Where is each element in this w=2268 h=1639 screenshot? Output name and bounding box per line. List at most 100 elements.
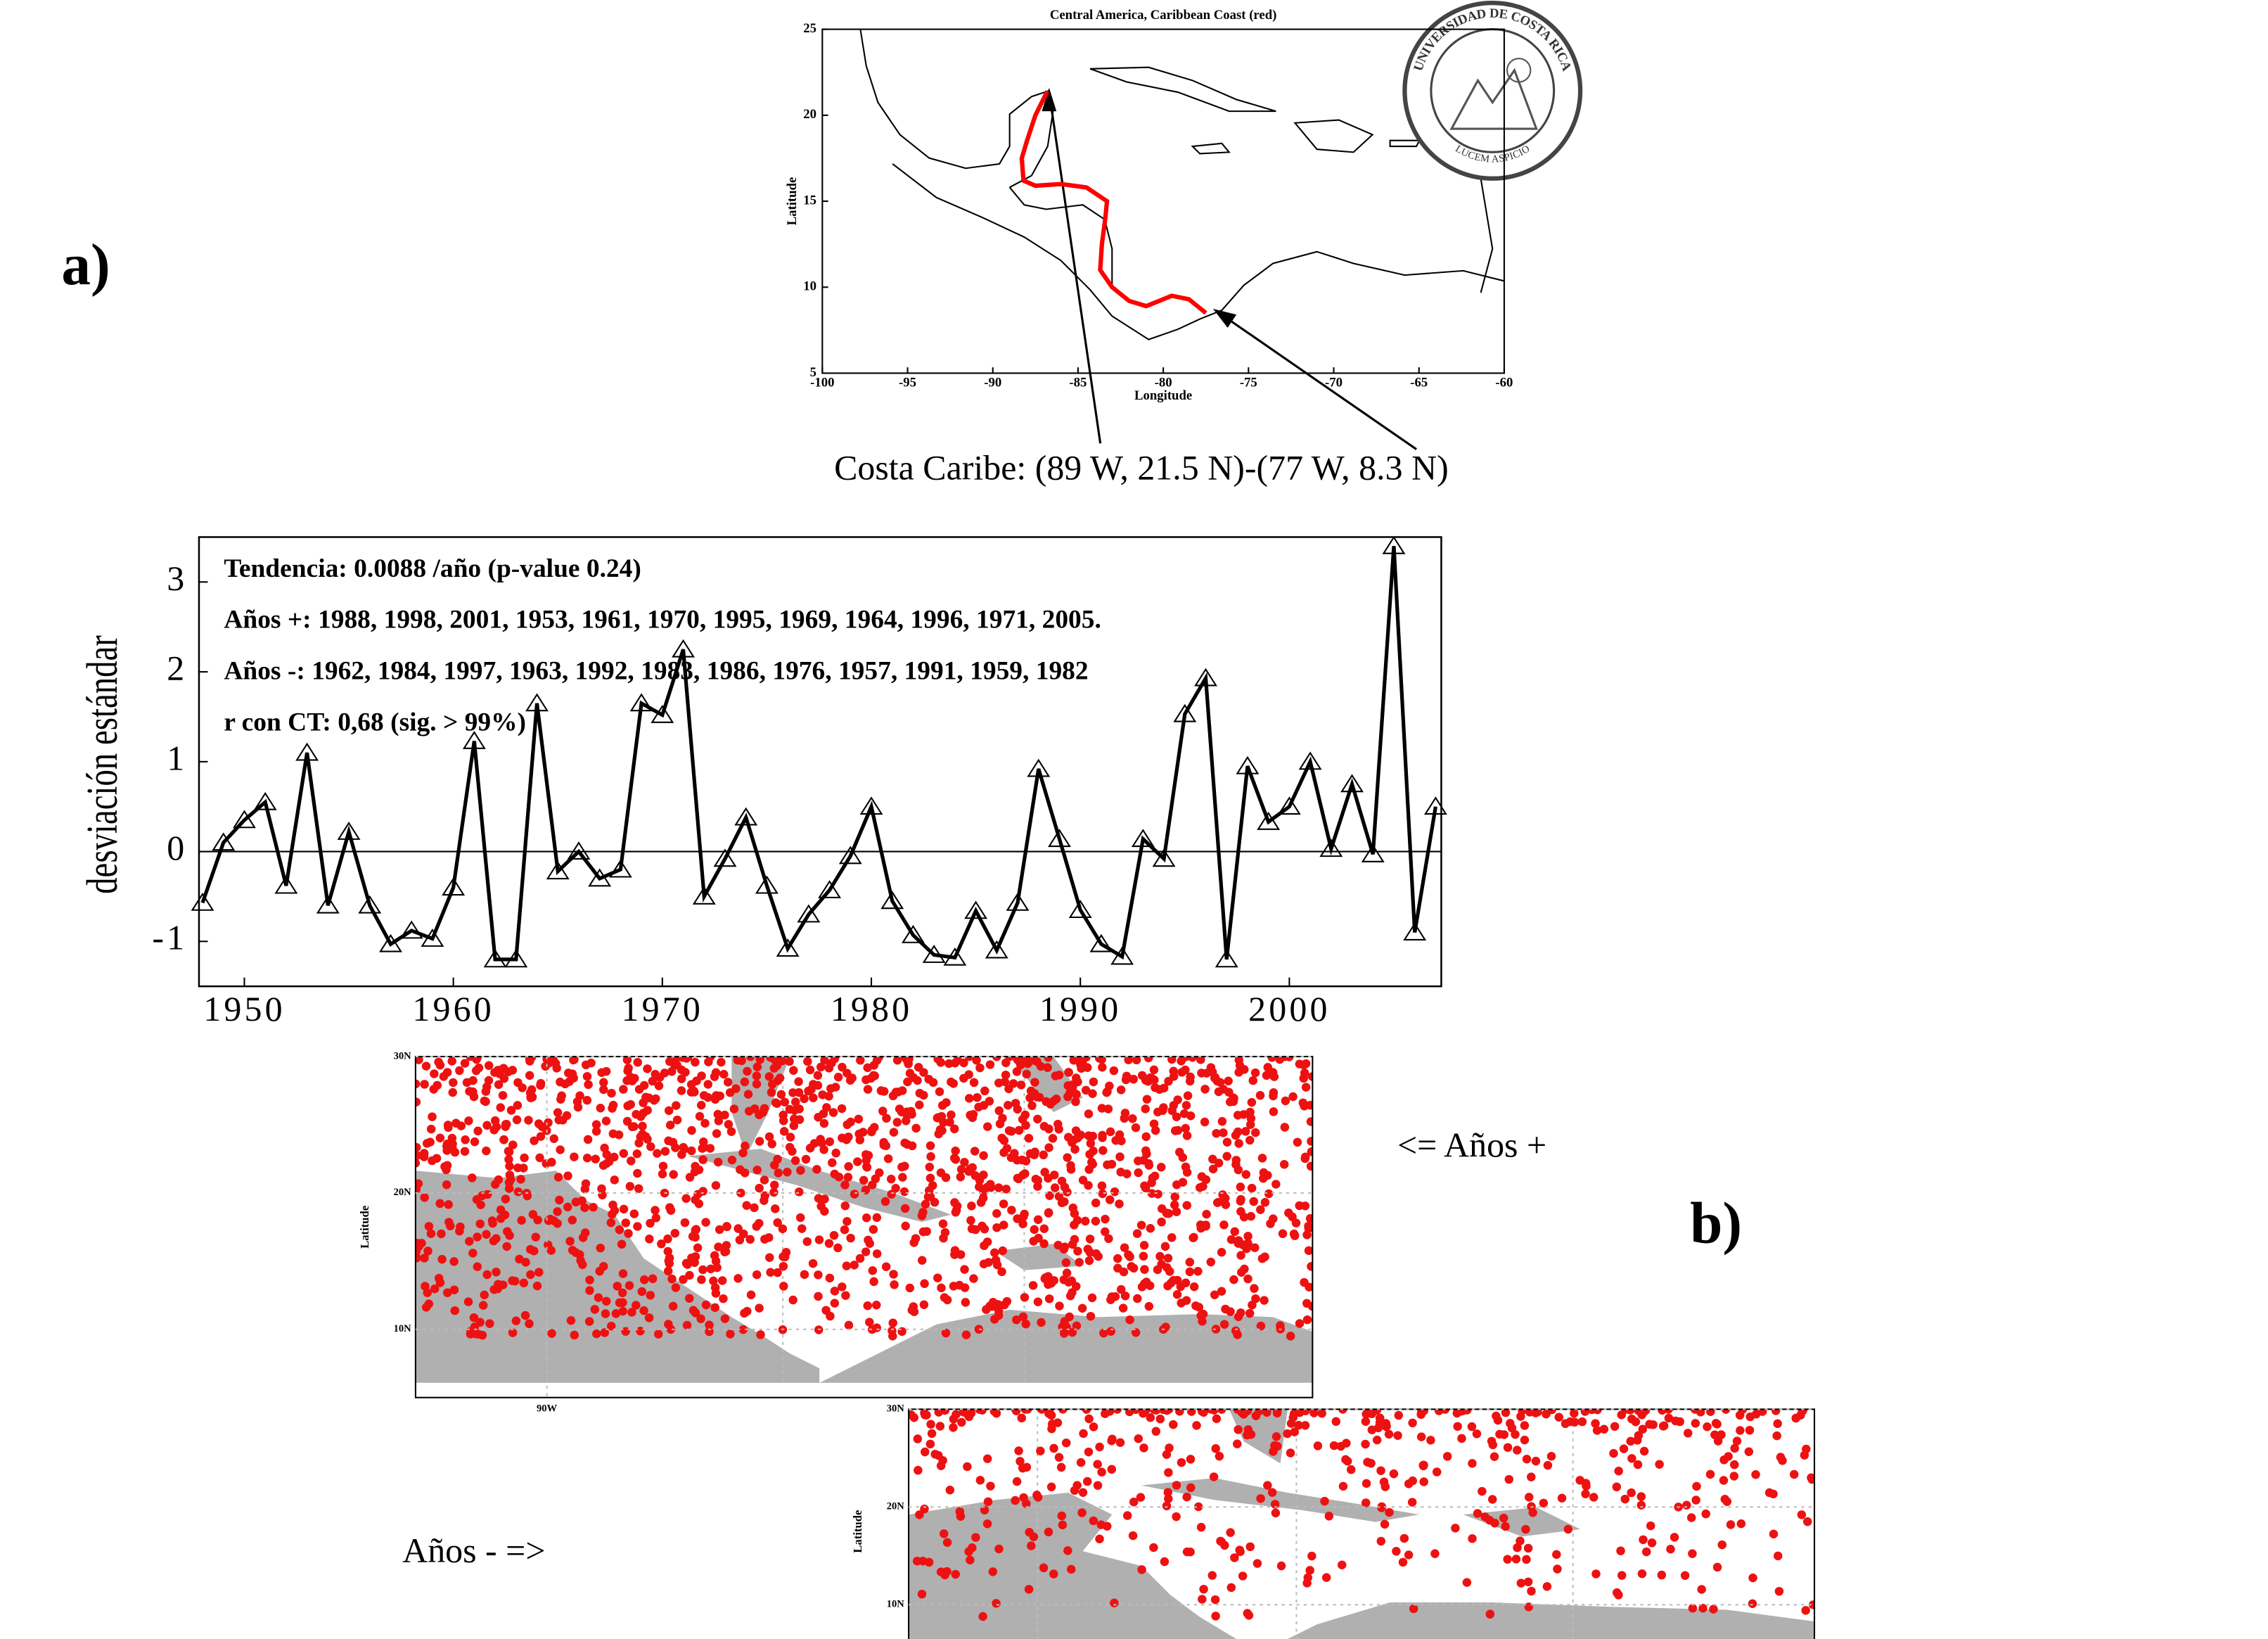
map-dot (596, 1243, 606, 1253)
map-dot (994, 1183, 1004, 1192)
map-dot (1001, 1185, 1011, 1194)
panel-label: b) (1690, 1192, 1742, 1256)
x-tick-label: 1960 (412, 990, 494, 1028)
map-dot (1221, 1200, 1231, 1209)
map-dot (1219, 1128, 1228, 1137)
map-dot (1163, 1281, 1172, 1291)
y-tick-label: 20 (803, 107, 816, 122)
map-dot (902, 1111, 912, 1120)
map-dot (569, 1073, 578, 1083)
map-dot (961, 1330, 971, 1339)
map-dot (804, 1086, 813, 1096)
map-dot (863, 1085, 873, 1094)
map-dot (1724, 1452, 1733, 1461)
map-dot (1231, 1156, 1241, 1165)
map-dot (964, 1070, 973, 1079)
map-dot (1577, 1417, 1587, 1427)
map-dot (755, 1303, 764, 1313)
map-dot (1238, 1240, 1248, 1249)
map-dot (968, 1163, 977, 1173)
map-dot (843, 1173, 853, 1182)
map-dot (679, 1142, 688, 1152)
map-dot (1044, 1294, 1054, 1303)
map-dot (796, 1166, 805, 1175)
map-dot (1721, 1409, 1731, 1414)
map-dot (1017, 1413, 1026, 1423)
arrowhead (1212, 308, 1237, 328)
legend-text: <= Años + (1397, 1126, 1546, 1165)
map-dot (1115, 1199, 1124, 1208)
map-dot (1457, 1434, 1466, 1443)
map-dot (1124, 1057, 1133, 1064)
map-dot (1049, 1443, 1058, 1453)
map-dot (821, 1306, 831, 1315)
map-dot (935, 1087, 944, 1097)
map-dot (818, 1090, 827, 1099)
map-dot (1234, 1425, 1243, 1434)
data-marker (1423, 796, 1447, 815)
map-dot (710, 1072, 719, 1081)
map-dot (504, 1147, 513, 1156)
map-dot (1051, 1071, 1061, 1080)
map-dot (1016, 1457, 1025, 1466)
map-dot (499, 1135, 508, 1144)
map-dot (1206, 1063, 1216, 1072)
map-dot (1068, 1327, 1077, 1337)
map-dot (556, 1145, 565, 1154)
map-dot (744, 1107, 754, 1116)
map-dot (1097, 1467, 1106, 1477)
map-dot (864, 1235, 873, 1245)
map-dot (719, 1069, 729, 1079)
map-dot (1039, 1224, 1049, 1233)
map-dot (1131, 1328, 1141, 1337)
map-dot (905, 1069, 915, 1078)
map-dot (1616, 1546, 1625, 1555)
map-dot (1797, 1510, 1807, 1519)
map-dot (504, 1155, 513, 1164)
map-dot (1027, 1541, 1036, 1550)
map-dot (534, 1268, 544, 1277)
map-dot (724, 1120, 733, 1129)
map-dot (715, 1225, 724, 1235)
map-dot (663, 1246, 673, 1256)
map-dot (1043, 1063, 1052, 1072)
map-dot (830, 1287, 840, 1296)
map-dot (1211, 1612, 1220, 1621)
map-dot (808, 1258, 818, 1268)
map-dot (865, 1318, 874, 1327)
map-dot (918, 1208, 928, 1217)
map-dot (1061, 1438, 1071, 1448)
map-dot (1122, 1511, 1132, 1520)
map-dot (746, 1290, 756, 1299)
map-dot (769, 1057, 779, 1064)
map-dot (608, 1200, 617, 1210)
map-dot (973, 1092, 982, 1102)
data-marker (379, 933, 402, 952)
map-dot (1155, 1414, 1165, 1424)
map-dot (1084, 1447, 1094, 1457)
map-dot (924, 1557, 934, 1567)
map-dot (1398, 1557, 1408, 1567)
map-dot (888, 1318, 897, 1327)
map-dot (1639, 1446, 1649, 1456)
map-dot (825, 1273, 835, 1283)
map-dot (625, 1182, 635, 1191)
map-dot (1013, 1057, 1023, 1064)
map-dot (520, 1310, 530, 1320)
map-dot (709, 1276, 718, 1286)
map-dot (658, 1169, 667, 1179)
map-dot (1248, 1076, 1257, 1085)
map-dot (1774, 1586, 1784, 1596)
map-dot (465, 1237, 474, 1246)
map-dot (1106, 1327, 1115, 1336)
map-dot (1591, 1569, 1601, 1579)
map-dot (664, 1106, 674, 1116)
map-dot (1300, 1154, 1309, 1163)
map-dot (1201, 1222, 1210, 1231)
map-dot (1361, 1439, 1370, 1449)
map-dot (695, 1111, 705, 1121)
map-dot (1638, 1424, 1648, 1434)
map-dot (1098, 1063, 1107, 1072)
map-dot (481, 1097, 490, 1107)
map-dot (1033, 1114, 1042, 1124)
